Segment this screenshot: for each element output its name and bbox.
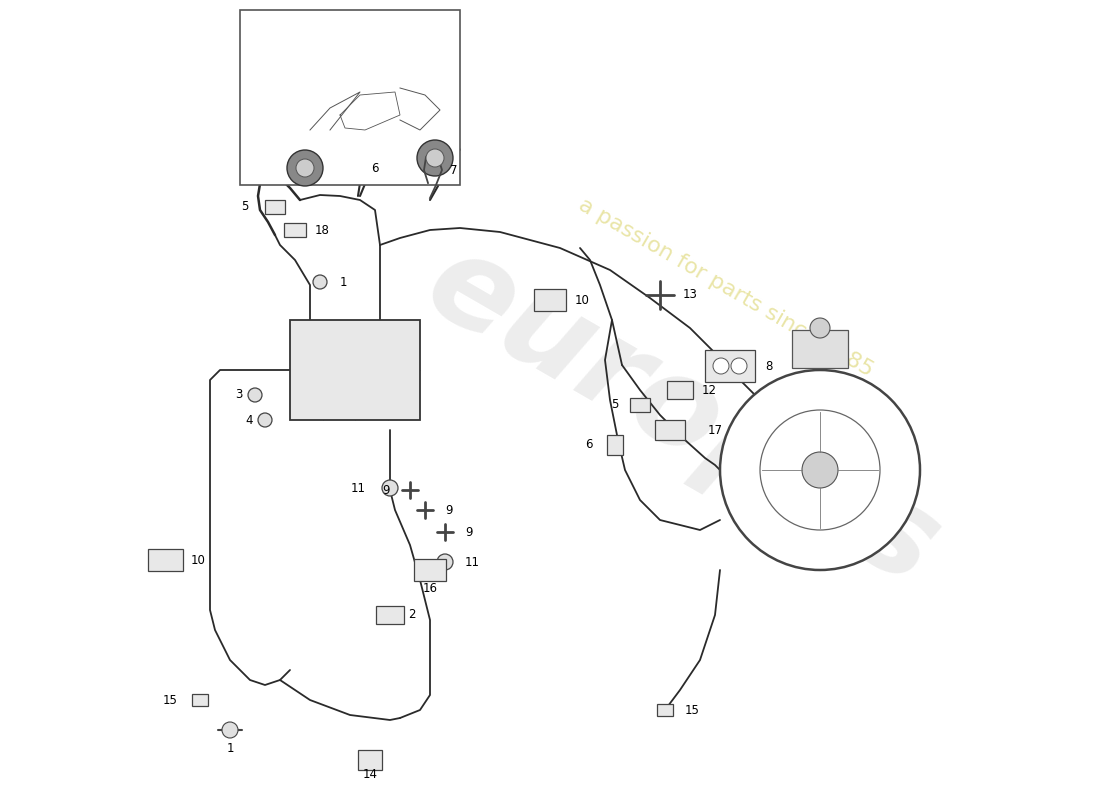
Circle shape (720, 370, 920, 570)
Bar (284, 223, 306, 237)
Circle shape (417, 140, 453, 176)
Bar (534, 289, 566, 311)
Circle shape (802, 452, 838, 488)
Text: 4: 4 (245, 414, 253, 426)
Text: 6: 6 (371, 162, 378, 174)
Text: europes: europes (405, 221, 959, 611)
Text: 7: 7 (450, 163, 458, 177)
Text: 10: 10 (575, 294, 590, 306)
Text: a passion for parts since 1985: a passion for parts since 1985 (575, 195, 877, 381)
Bar (192, 694, 208, 706)
Bar (376, 606, 404, 624)
Bar (414, 559, 446, 581)
Circle shape (296, 159, 314, 177)
Circle shape (287, 150, 323, 186)
Text: 13: 13 (683, 289, 697, 302)
Text: 5: 5 (610, 398, 618, 411)
Text: 5: 5 (241, 201, 248, 214)
Bar (265, 200, 285, 214)
Circle shape (258, 413, 272, 427)
Bar (705, 350, 755, 382)
Text: 8: 8 (764, 359, 772, 373)
Text: 1: 1 (340, 275, 348, 289)
Bar (654, 420, 685, 440)
Bar (148, 549, 183, 571)
Text: 9: 9 (465, 526, 473, 538)
Bar (240, 10, 460, 185)
Bar (358, 750, 382, 770)
Bar (290, 320, 420, 420)
Text: 9: 9 (446, 503, 452, 517)
Text: 3: 3 (235, 389, 243, 402)
Text: 11: 11 (351, 482, 366, 494)
Bar (792, 330, 848, 368)
Bar (630, 398, 650, 412)
Circle shape (437, 554, 453, 570)
Text: 11: 11 (465, 555, 480, 569)
Circle shape (222, 722, 238, 738)
Circle shape (760, 410, 880, 530)
Circle shape (382, 480, 398, 496)
Text: 15: 15 (163, 694, 178, 706)
Bar (607, 435, 623, 455)
Text: 18: 18 (315, 223, 330, 237)
Text: 6: 6 (585, 438, 593, 451)
Text: 2: 2 (408, 609, 416, 622)
Text: 12: 12 (702, 383, 717, 397)
Text: 14: 14 (363, 768, 377, 781)
Bar (667, 381, 693, 399)
Text: 16: 16 (422, 582, 438, 595)
Text: 17: 17 (708, 423, 723, 437)
Text: 9: 9 (383, 483, 390, 497)
Circle shape (426, 149, 444, 167)
Text: 15: 15 (685, 703, 700, 717)
Circle shape (810, 318, 830, 338)
Text: 10: 10 (191, 554, 206, 566)
Circle shape (248, 388, 262, 402)
Circle shape (314, 275, 327, 289)
Circle shape (732, 358, 747, 374)
Circle shape (713, 358, 729, 374)
Text: 1: 1 (227, 742, 233, 755)
Bar (657, 704, 673, 716)
